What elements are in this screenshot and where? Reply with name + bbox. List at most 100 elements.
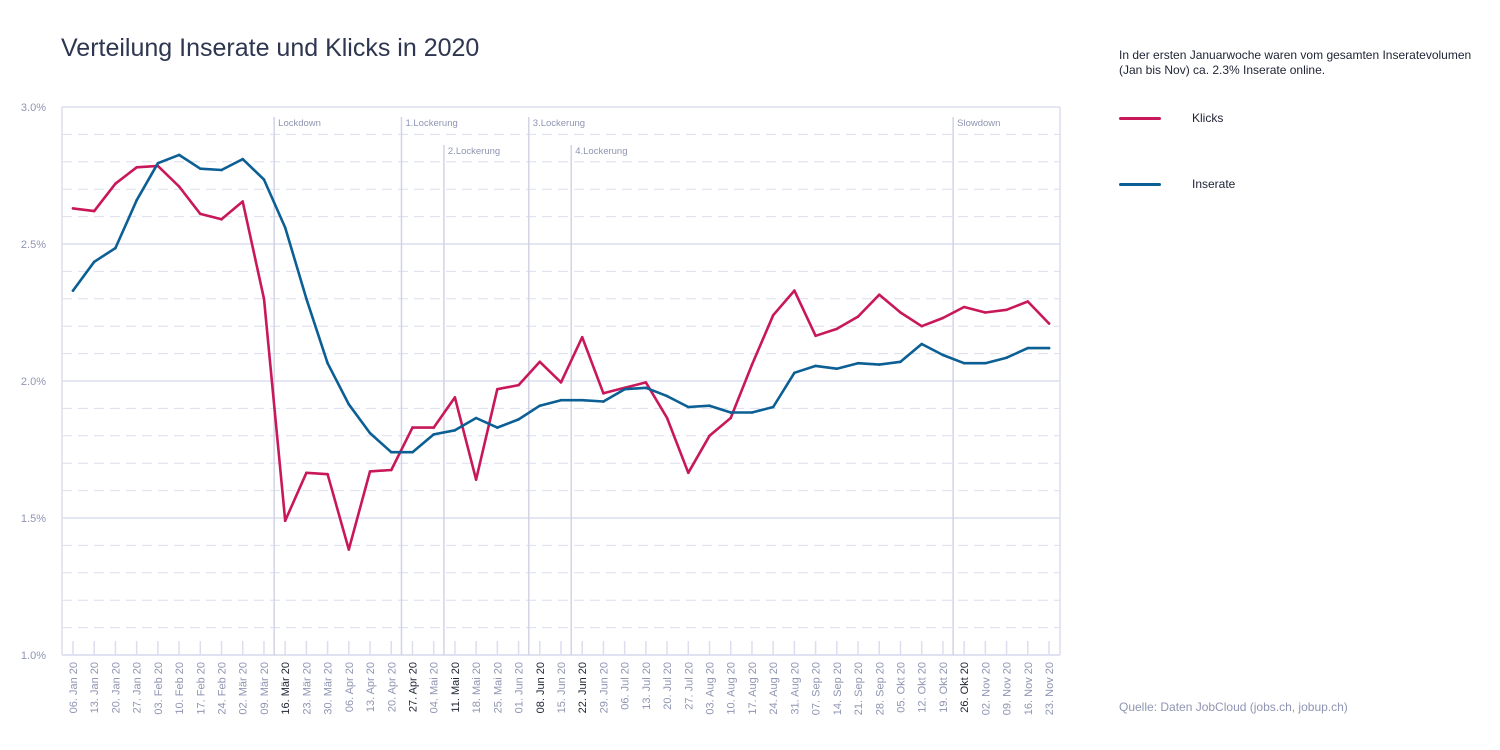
x-tick-label: 03. Aug 20: [705, 662, 717, 715]
legend-swatch-klicks: [1119, 116, 1161, 120]
data-point-inserate: [1047, 346, 1051, 350]
data-point-klicks: [496, 387, 499, 391]
x-tick-label: 26. Okt 20: [959, 662, 971, 713]
series-line-klicks: [71, 164, 1051, 551]
data-point-inserate: [241, 157, 245, 161]
data-point-klicks: [1005, 308, 1008, 312]
data-point-klicks: [305, 471, 308, 475]
x-tick-label: 23. Nov 20: [1044, 662, 1056, 715]
data-point-klicks: [835, 327, 839, 331]
chart-note: In der ersten Januarwoche waren vom gesa…: [1119, 48, 1472, 77]
legend-item-klicks[interactable]: Klicks: [1119, 108, 1223, 128]
x-tick-label: 15. Jun 20: [556, 662, 568, 713]
data-point-inserate: [623, 387, 626, 391]
data-point-inserate: [750, 411, 754, 414]
data-point-inserate: [835, 367, 839, 370]
source-note: Quelle: Daten JobCloud (jobs.ch, jobup.c…: [1119, 700, 1348, 714]
data-point-inserate: [71, 289, 75, 292]
x-tick-label: 06. Jul 20: [620, 662, 632, 710]
x-tick-label: 25. Mai 20: [492, 662, 504, 713]
data-point-klicks: [368, 470, 372, 473]
data-point-inserate: [262, 178, 266, 181]
legend-item-inserate[interactable]: Inserate: [1119, 174, 1235, 194]
event-label: 1.Lockerung: [405, 118, 457, 129]
event-label: Lockdown: [278, 118, 321, 129]
event-label: 4.Lockerung: [575, 146, 627, 157]
data-point-inserate: [1026, 346, 1030, 350]
data-point-klicks: [644, 381, 648, 384]
x-tick-label: 17. Feb 20: [195, 662, 207, 715]
data-point-klicks: [984, 311, 987, 314]
x-tick-label: 02. Mär 20: [238, 662, 250, 715]
y-tick-label: 2.5%: [21, 239, 46, 251]
x-tick-label: 29. Jun 20: [598, 662, 610, 713]
data-point-inserate: [283, 226, 287, 229]
data-point-inserate: [602, 400, 605, 403]
x-tick-label: 10. Aug 20: [726, 662, 738, 715]
x-tick-label: 13. Jul 20: [641, 662, 653, 710]
x-tick-label: 11. Mai 20: [450, 662, 462, 713]
x-tick-label: 21. Sep 20: [853, 662, 865, 715]
x-tick-label: 30. Mär 20: [323, 662, 335, 715]
data-point-inserate: [814, 364, 817, 368]
data-point-inserate: [984, 361, 987, 365]
data-point-klicks: [877, 293, 881, 296]
x-tick-label: 13. Jan 20: [89, 662, 101, 713]
x-tick-label: 03. Feb 20: [153, 662, 165, 715]
data-point-inserate: [559, 398, 563, 402]
data-point-inserate: [305, 297, 308, 301]
x-tick-label: 20. Jan 20: [110, 662, 122, 713]
x-tick-label: 19. Okt 20: [938, 662, 950, 713]
data-point-klicks: [559, 381, 563, 384]
x-tick-label: 20. Jul 20: [662, 662, 674, 710]
data-point-klicks: [580, 335, 584, 339]
x-tick-label: 14. Sep 20: [832, 662, 844, 715]
data-point-inserate: [793, 371, 796, 375]
legend-label-klicks: Klicks: [1192, 111, 1224, 125]
data-point-klicks: [1026, 300, 1030, 303]
data-point-klicks: [856, 315, 860, 318]
data-point-inserate: [220, 168, 223, 172]
event-label: 3.Lockerung: [533, 118, 585, 129]
data-point-inserate: [920, 342, 923, 346]
data-point-inserate: [92, 260, 96, 264]
data-point-klicks: [665, 416, 669, 420]
x-tick-label: 24. Aug 20: [768, 662, 780, 715]
data-point-klicks: [326, 472, 329, 476]
data-point-inserate: [114, 246, 117, 250]
y-tick-label: 1.5%: [21, 513, 46, 525]
data-point-inserate: [771, 405, 775, 409]
data-point-klicks: [283, 519, 287, 523]
data-point-inserate: [962, 361, 966, 365]
data-point-inserate: [538, 404, 542, 407]
data-point-inserate: [326, 361, 329, 365]
x-tick-label: 27. Jan 20: [132, 662, 144, 713]
legend-label-inserate: Inserate: [1192, 177, 1236, 191]
x-tick-label: 27. Jul 20: [683, 662, 695, 710]
data-point-klicks: [899, 311, 902, 314]
data-point-klicks: [920, 324, 923, 328]
data-point-klicks: [411, 426, 414, 429]
data-point-klicks: [687, 471, 690, 475]
x-tick-label: 31. Aug 20: [789, 662, 801, 715]
data-point-inserate: [665, 394, 669, 398]
data-point-inserate: [199, 167, 202, 170]
data-point-inserate: [177, 153, 181, 157]
data-point-inserate: [856, 361, 860, 365]
data-point-klicks: [114, 182, 117, 186]
x-tick-label: 20. Apr 20: [386, 662, 398, 712]
data-point-inserate: [347, 402, 351, 406]
x-tick-label: 09. Mär 20: [259, 662, 271, 715]
chart-title: Verteilung Inserate und Klicks in 2020: [61, 34, 480, 62]
data-point-klicks: [708, 434, 711, 438]
data-point-klicks: [814, 334, 817, 338]
data-point-klicks: [962, 305, 966, 309]
y-tick-label: 2.0%: [21, 376, 46, 388]
x-tick-label: 13. Apr 20: [365, 662, 377, 712]
data-point-klicks: [262, 297, 266, 301]
data-point-klicks: [92, 209, 96, 213]
data-point-inserate: [411, 450, 414, 454]
data-point-inserate: [877, 363, 881, 366]
data-point-klicks: [347, 548, 351, 551]
x-tick-label: 27. Apr 20: [407, 662, 419, 712]
